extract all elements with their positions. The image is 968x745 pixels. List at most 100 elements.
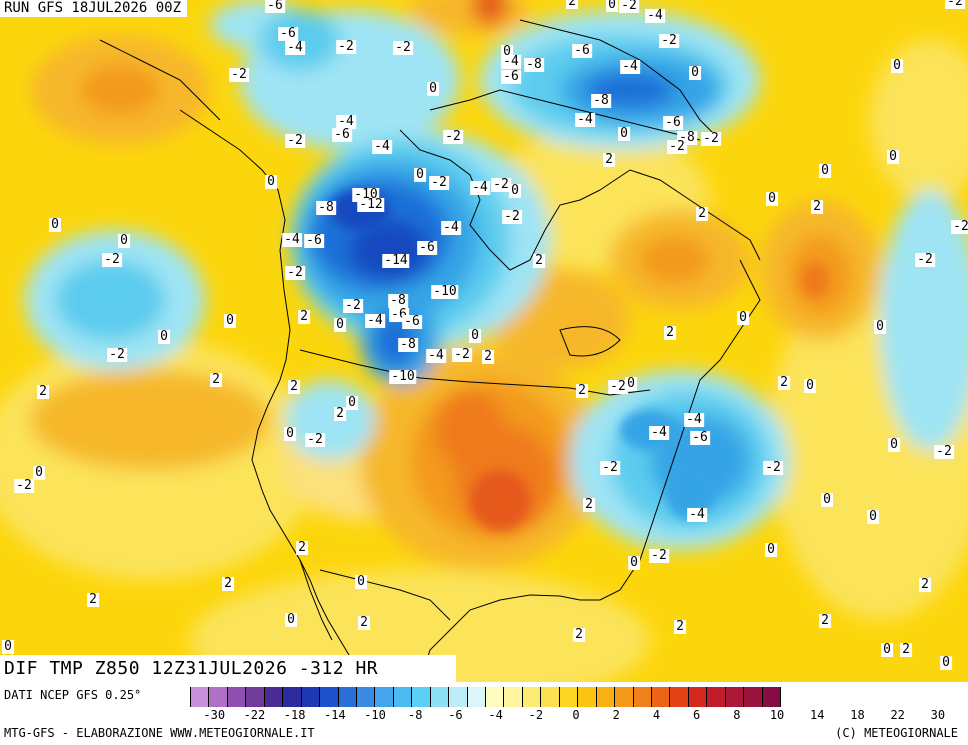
contour-label: -4 [684, 412, 704, 427]
contour-label: -2 [102, 252, 122, 267]
legend-swatch [301, 687, 321, 707]
contour-label: -2 [107, 347, 127, 362]
legend-tick-label: 0 [572, 708, 580, 722]
contour-label: -6 [265, 0, 285, 13]
legend-swatch [191, 687, 210, 707]
contour-label: -6 [572, 43, 592, 58]
contour-label: 0 [469, 328, 481, 343]
legend-swatch [430, 687, 450, 707]
legend-swatch [670, 687, 689, 707]
great-lakes [559, 326, 621, 357]
contour-label: -6 [501, 69, 521, 84]
contour-label: 0 [501, 44, 513, 59]
contour-label: -2 [452, 347, 472, 362]
legend-swatch [412, 687, 431, 707]
contour-label: 0 [887, 149, 899, 164]
contour-label: 2 [603, 152, 615, 167]
contour-label: -2 [763, 460, 783, 475]
hudson-bay [399, 129, 601, 271]
data-source-label: DATI NCEP GFS 0.25° [4, 688, 142, 702]
contour-label: 2 [664, 325, 676, 340]
legend-tick-label: 6 [693, 708, 701, 722]
legend-swatch [762, 687, 781, 707]
contour-label: -4 [426, 348, 446, 363]
contour-label: 0 [265, 174, 277, 189]
legend-swatch [320, 687, 339, 707]
legend-swatch [578, 687, 597, 707]
legend-tick-label: -18 [283, 708, 306, 722]
legend-swatch [375, 687, 394, 707]
contour-label: -2 [285, 265, 305, 280]
contour-label: 2 [482, 349, 494, 364]
contour-label: 0 [158, 329, 170, 344]
contour-label: 0 [606, 0, 618, 12]
legend-swatch [246, 687, 265, 707]
legend-tick-label: -10 [364, 708, 386, 722]
contour-label: 0 [874, 319, 886, 334]
contour-label: 2 [298, 309, 310, 324]
legend-swatch [504, 687, 523, 707]
contour-label: -12 [357, 197, 385, 212]
contour-label: 2 [900, 642, 912, 657]
contour-label: 0 [867, 509, 879, 524]
contour-label: 0 [224, 313, 236, 328]
labrador-coast [599, 169, 761, 261]
gulf-coast [419, 594, 561, 682]
legend-tick-label: 8 [733, 708, 741, 722]
legend-swatch [633, 687, 652, 707]
contour-label: -4 [649, 425, 669, 440]
legend-swatch [338, 687, 357, 707]
contour-label: 2 [919, 577, 931, 592]
contour-label: 2 [778, 375, 790, 390]
contour-label: -8 [398, 337, 418, 352]
legend-swatch [209, 687, 228, 707]
legend-swatch [522, 687, 542, 707]
contour-label: 0 [940, 655, 952, 670]
contour-label: 0 [881, 642, 893, 657]
contour-label: -2 [945, 0, 965, 9]
contour-label: -8 [316, 200, 336, 215]
contour-label: -2 [701, 131, 721, 146]
contour-label: -6 [278, 26, 298, 41]
contour-label: -6 [417, 240, 437, 255]
contour-label: 2 [358, 615, 370, 630]
contour-label: -6 [663, 115, 683, 130]
contour-label: -14 [382, 253, 410, 268]
contour-label: 2 [334, 406, 346, 421]
contour-label: 2 [583, 497, 595, 512]
contour-label: -4 [501, 54, 521, 69]
contour-label: -10 [389, 369, 417, 384]
contour-label: -6 [690, 430, 710, 445]
contour-label: 2 [37, 384, 49, 399]
contour-label: -4 [575, 112, 595, 127]
contour-label: 0 [414, 167, 426, 182]
us-mexico-border [319, 569, 451, 621]
contour-label: -4 [336, 114, 356, 129]
contour-label: 2 [533, 253, 545, 268]
contour-label: 2 [222, 576, 234, 591]
contour-label: -2 [14, 478, 34, 493]
contour-label: -2 [336, 39, 356, 54]
contour-label: 2 [566, 0, 578, 9]
legend-swatch [283, 687, 302, 707]
legend-swatch [744, 687, 763, 707]
contour-label: -2 [951, 220, 968, 234]
contour-label: 0 [334, 317, 346, 332]
contour-label: 2 [576, 383, 588, 398]
legend-tick-label: -2 [528, 708, 544, 722]
legend-tick-label: 2 [612, 708, 620, 722]
contour-label: 2 [288, 379, 300, 394]
contour-label: -8 [591, 93, 611, 108]
run-title: RUN GFS 18JUL2026 00Z [0, 0, 188, 17]
contour-label: 0 [355, 574, 367, 589]
contour-label: -2 [443, 129, 463, 144]
contour-label: -6 [304, 233, 324, 248]
contour-label: -2 [393, 40, 413, 55]
legend-swatch [467, 687, 486, 707]
legend-tick-label: 30 [930, 708, 946, 722]
contour-label: -2 [600, 460, 620, 475]
alaska-coast [99, 39, 221, 121]
legend-swatch [651, 687, 671, 707]
contour-label: -2 [305, 432, 325, 447]
